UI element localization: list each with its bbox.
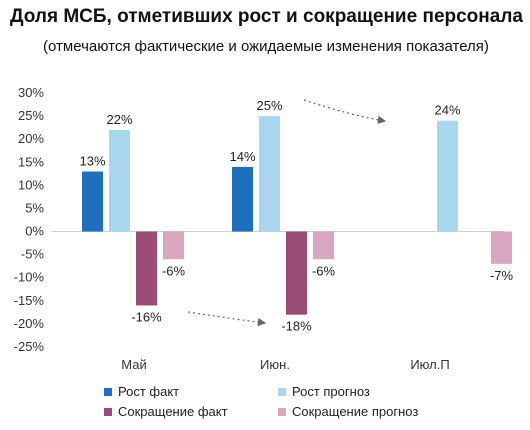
y-tick-label: -15%	[14, 293, 45, 308]
legend-swatch-reduction-fact	[104, 407, 112, 416]
chart-title: Доля МСБ, отметивших рост и сокращение п…	[10, 6, 523, 27]
y-tick-label: -5%	[21, 247, 45, 262]
data-label: -6%	[312, 263, 336, 278]
bar-1-1	[82, 171, 103, 232]
y-tick-label: 10%	[18, 177, 44, 192]
y-tick-label: 25%	[18, 108, 44, 123]
category-label: Июл.П	[410, 357, 449, 372]
legend-label-reduction-forecast: Сокращение прогноз	[292, 404, 419, 419]
data-label: 14%	[229, 149, 255, 164]
legend-swatch-growth-forecast	[278, 387, 286, 396]
bar-3-1	[136, 231, 157, 306]
bar-4-3	[491, 231, 512, 264]
chart-subtitle: (отмечаются фактические и ожидаемые изме…	[43, 38, 489, 55]
trend-arrow-growth	[303, 99, 387, 125]
bar-2-3	[437, 120, 458, 232]
y-tick-label: 0%	[25, 224, 44, 239]
bar-1-2	[232, 166, 253, 232]
y-tick-label: 20%	[18, 131, 44, 146]
legend-item-reduction-forecast: Сокращение прогноз	[278, 404, 418, 419]
legend-item-growth-fact: Рост факт	[104, 384, 179, 399]
bar-2-1	[109, 129, 130, 232]
legend-label-growth-forecast: Рост прогноз	[292, 384, 370, 399]
legend-swatch-reduction-forecast	[278, 407, 286, 416]
legend-item-growth-forecast: Рост прогноз	[278, 384, 370, 399]
data-label: -7%	[490, 268, 514, 283]
data-label: -6%	[162, 263, 186, 278]
data-label: 22%	[106, 112, 132, 127]
data-label: 13%	[79, 154, 105, 169]
trend-arrow-reduction	[187, 311, 267, 327]
bar-2-2	[259, 116, 280, 232]
data-label: 25%	[256, 98, 282, 113]
category-label: Июн.	[260, 357, 290, 372]
y-tick-label: 15%	[18, 154, 44, 169]
y-tick-label: -25%	[14, 339, 45, 354]
category-label: Май	[121, 357, 146, 372]
y-tick-label: 5%	[25, 200, 44, 215]
legend-swatch-growth-fact	[104, 387, 112, 396]
legend-item-reduction-fact: Сокращение факт	[104, 404, 228, 419]
bar-3-2	[286, 231, 307, 315]
bar-4-2	[313, 231, 334, 260]
legend-label-reduction-fact: Сокращение факт	[118, 404, 228, 419]
data-label: -18%	[281, 319, 312, 334]
y-tick-label: -10%	[14, 270, 45, 285]
legend-label-growth-fact: Рост факт	[118, 384, 180, 399]
data-label: 24%	[434, 103, 460, 118]
data-label: -16%	[131, 309, 162, 324]
bar-4-1	[163, 231, 184, 260]
y-tick-label: 30%	[18, 85, 44, 100]
y-tick-label: -20%	[14, 316, 45, 331]
